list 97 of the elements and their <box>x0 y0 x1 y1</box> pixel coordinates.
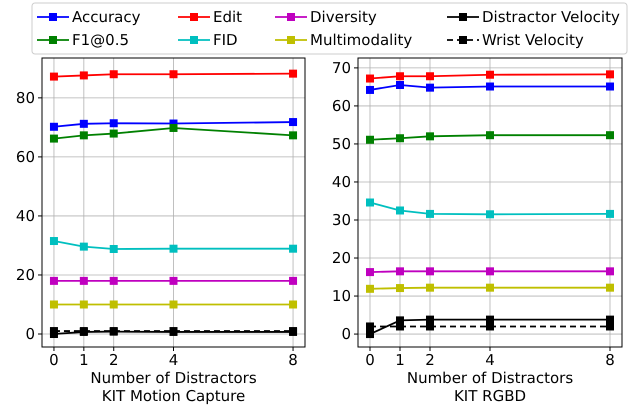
point <box>80 300 88 308</box>
legend-label: Diversity <box>310 8 377 26</box>
point <box>289 70 298 78</box>
point <box>606 82 614 91</box>
x-tick-label: 0 <box>49 351 59 369</box>
x-tick-label: 1 <box>395 351 405 369</box>
x-tick-label: 2 <box>108 351 118 369</box>
y-tick-label: 40 <box>332 172 351 191</box>
point <box>426 284 434 292</box>
point <box>366 86 374 94</box>
point <box>170 70 178 78</box>
point <box>80 276 88 285</box>
point <box>426 267 434 276</box>
point <box>426 132 434 140</box>
point <box>110 300 118 308</box>
legend-label: Edit <box>213 8 242 26</box>
text: KIT Motion Capture <box>102 387 246 405</box>
x-axis-title: Number of Distractors <box>406 369 574 387</box>
point <box>606 70 614 78</box>
x-tick-label: 4 <box>485 351 495 369</box>
point <box>170 276 178 285</box>
point <box>50 276 58 285</box>
point <box>606 131 614 140</box>
point <box>50 300 58 308</box>
x-tick-label: 8 <box>605 351 615 369</box>
point <box>366 268 374 276</box>
point <box>50 327 58 336</box>
point <box>170 300 178 308</box>
point <box>606 267 614 276</box>
point <box>366 330 374 338</box>
point <box>50 237 58 246</box>
text: KIT RGBD <box>454 387 526 405</box>
y-tick-label: 40 <box>16 206 35 225</box>
point <box>396 81 404 89</box>
y-tick-label: 10 <box>332 287 351 306</box>
point <box>170 124 178 132</box>
point <box>486 267 494 276</box>
point <box>110 276 118 285</box>
y-tick-label: 70 <box>332 58 351 77</box>
y-tick-label: 80 <box>16 88 35 107</box>
legend-label: Multimodality <box>310 31 412 49</box>
point <box>110 244 118 253</box>
point <box>110 130 118 138</box>
legend-label: Wrist Velocity <box>482 31 584 49</box>
legend-label: F1@0.5 <box>72 31 130 49</box>
x-tick-label: 2 <box>425 351 435 369</box>
point <box>396 72 404 80</box>
x-tick-label: 0 <box>365 351 375 369</box>
point <box>486 284 494 292</box>
point <box>366 322 374 330</box>
point <box>289 131 298 140</box>
point <box>606 284 614 292</box>
point <box>80 242 88 251</box>
point <box>396 134 404 142</box>
point <box>396 284 404 292</box>
x-tick-label: 4 <box>168 351 178 369</box>
point <box>289 276 298 285</box>
legend-label: Accuracy <box>72 8 141 26</box>
point <box>426 72 434 80</box>
y-tick-label: 60 <box>332 96 351 115</box>
y-tick-label: 20 <box>332 249 351 268</box>
x-tick-label: 1 <box>79 351 89 369</box>
y-tick-label: 0 <box>341 325 351 344</box>
point <box>486 70 494 79</box>
point <box>606 210 614 218</box>
y-tick-label: 30 <box>332 210 351 229</box>
point <box>289 118 298 126</box>
y-tick-label: 60 <box>16 148 35 166</box>
point <box>486 131 494 140</box>
point <box>80 131 88 140</box>
point <box>366 198 374 206</box>
point <box>80 120 88 128</box>
point <box>486 210 494 218</box>
point <box>50 72 58 81</box>
point <box>80 71 88 80</box>
point <box>110 70 118 78</box>
point <box>426 210 434 218</box>
y-tick-label: 50 <box>332 134 351 153</box>
point <box>396 206 404 214</box>
point <box>366 136 374 144</box>
point <box>396 267 404 276</box>
point <box>110 119 118 128</box>
point <box>50 122 58 131</box>
point <box>289 300 298 308</box>
point <box>170 244 178 253</box>
x-axis-title: Number of Distractors <box>90 369 257 387</box>
point <box>486 82 494 91</box>
point <box>289 244 298 253</box>
point <box>366 74 374 83</box>
y-tick-label: 0 <box>25 325 35 344</box>
point <box>366 284 374 293</box>
legend-label: FID <box>213 31 238 49</box>
legend-label: Distractor Velocity <box>482 8 620 26</box>
point <box>426 84 434 92</box>
point <box>50 134 58 143</box>
y-tick-label: 20 <box>16 266 35 284</box>
x-tick-label: 8 <box>288 351 298 369</box>
